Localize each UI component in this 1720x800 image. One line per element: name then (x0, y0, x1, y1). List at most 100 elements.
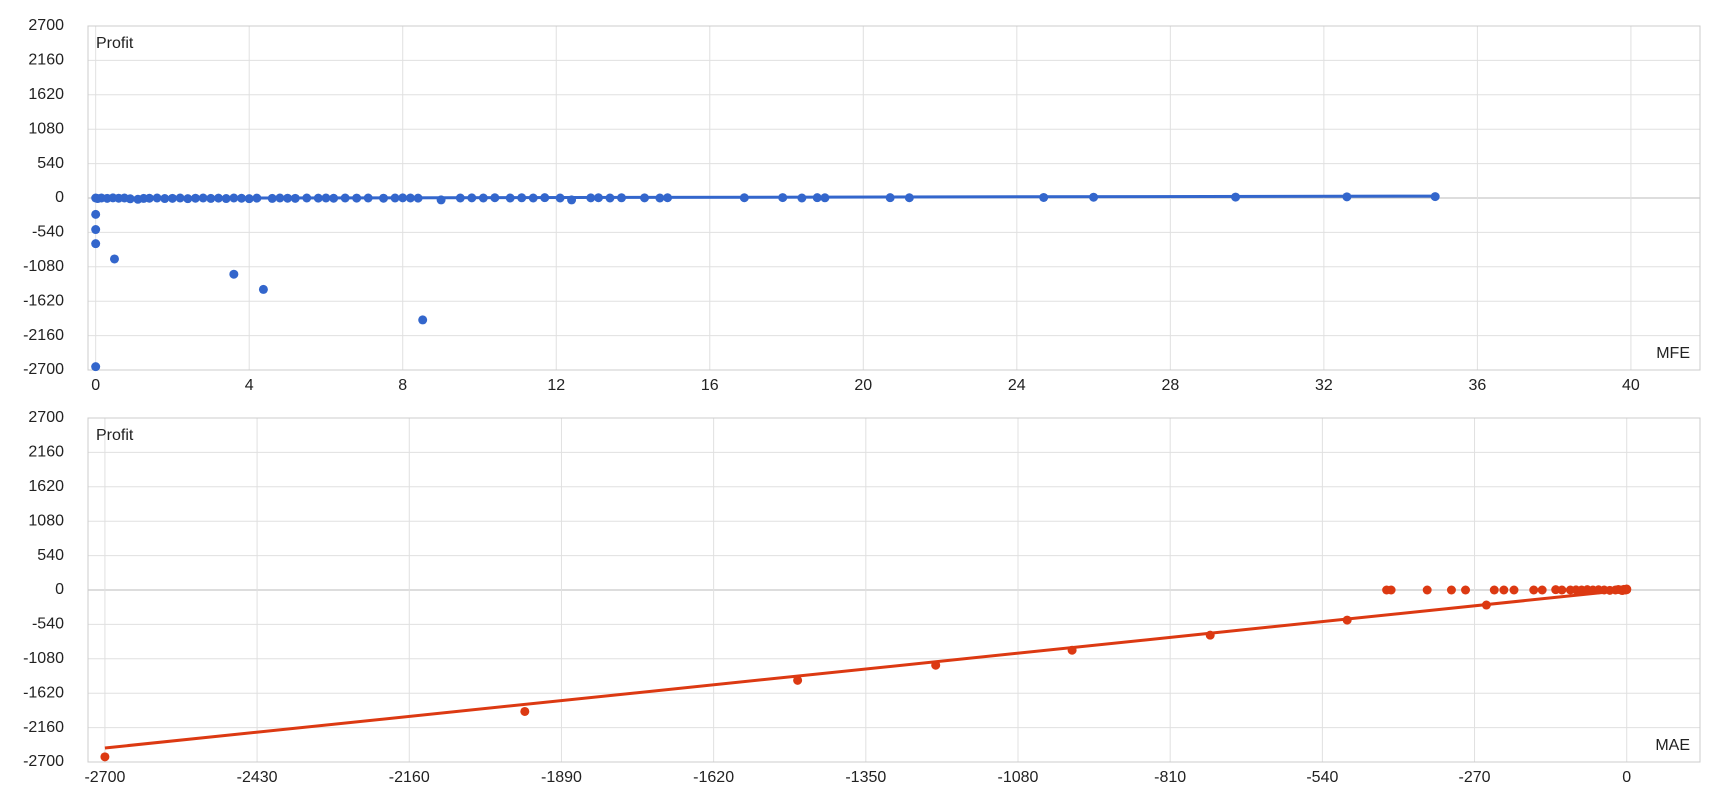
data-point (229, 269, 239, 279)
x-tick-label: -2700 (84, 769, 125, 786)
data-point (398, 193, 408, 203)
data-point (290, 193, 300, 203)
data-point (793, 675, 803, 685)
data-point (490, 193, 500, 203)
plot-frame (87, 25, 1701, 371)
data-point (321, 193, 331, 203)
data-point (1422, 585, 1432, 595)
data-point (160, 194, 170, 204)
data-point (175, 193, 185, 203)
y-tick-label: -1620 (23, 292, 64, 309)
y-tick-label: 1080 (28, 512, 64, 529)
trendline (104, 588, 1627, 750)
x-tick-label: 4 (245, 377, 254, 394)
data-point (267, 193, 277, 203)
data-point (413, 193, 423, 203)
data-point (91, 225, 101, 235)
data-point (198, 193, 208, 203)
data-point (302, 193, 312, 203)
x-tick-label: 16 (701, 377, 719, 394)
data-point (616, 193, 626, 203)
data-point (183, 194, 193, 204)
data-point (820, 193, 830, 203)
x-tick-label: -1620 (693, 769, 734, 786)
data-point (363, 193, 373, 203)
y-tick-label: -1620 (23, 684, 64, 701)
x-tick-label: 8 (398, 377, 407, 394)
data-point (1499, 585, 1509, 595)
y-tick-label: -2700 (23, 753, 64, 770)
data-point (540, 193, 550, 203)
x-tick-label: 12 (547, 377, 565, 394)
data-point (520, 706, 530, 716)
y-tick-label: -2160 (23, 719, 64, 736)
y-tick-label: -1080 (23, 258, 64, 275)
data-point (258, 284, 268, 294)
data-point (100, 752, 110, 762)
data-point (812, 193, 822, 203)
data-point (213, 193, 223, 203)
x-tick-label: -2430 (237, 769, 278, 786)
data-point (167, 193, 177, 203)
data-point (931, 660, 941, 670)
x-tick-label: -1890 (541, 769, 582, 786)
data-point (1067, 645, 1077, 655)
x-tick-label: 20 (854, 377, 872, 394)
x-tick-label: -810 (1154, 769, 1186, 786)
data-point (352, 193, 362, 203)
data-point (567, 195, 577, 205)
data-point (586, 193, 596, 203)
x-tick-label: 40 (1622, 377, 1640, 394)
data-point (109, 254, 119, 264)
data-point (405, 193, 415, 203)
data-point (1622, 585, 1632, 595)
data-point (1529, 585, 1539, 595)
y-tick-label: 2160 (28, 444, 64, 461)
x-tick-label: 0 (1622, 769, 1631, 786)
y-tick-label: -2700 (23, 361, 64, 378)
x-tick-label: 0 (91, 377, 100, 394)
data-point (283, 193, 293, 203)
data-point (640, 193, 650, 203)
data-point (1481, 600, 1491, 610)
x-tick-label: -2160 (389, 769, 430, 786)
data-point (1386, 585, 1396, 595)
y-tick-label: 1620 (28, 478, 64, 495)
y-tick-label: 2160 (28, 52, 64, 69)
y-tick-label: -2160 (23, 327, 64, 344)
data-point (505, 193, 515, 203)
data-point (91, 209, 101, 219)
plot-frame (87, 417, 1701, 763)
data-point (436, 195, 446, 205)
y-axis-label: Profit (96, 427, 134, 444)
data-point (221, 194, 231, 204)
y-tick-label: 2700 (28, 409, 64, 426)
data-point (778, 193, 788, 203)
data-point (517, 193, 527, 203)
x-tick-label: -540 (1306, 769, 1338, 786)
data-point (455, 193, 465, 203)
y-axis-label: Profit (96, 35, 134, 52)
data-point (340, 193, 350, 203)
data-point (206, 193, 216, 203)
data-point (390, 193, 400, 203)
y-tick-label: -1080 (23, 650, 64, 667)
x-tick-label: 28 (1161, 377, 1179, 394)
x-tick-label: 36 (1468, 377, 1486, 394)
data-point (418, 315, 428, 325)
data-point (739, 193, 749, 203)
data-point (152, 193, 162, 203)
x-axis-label: MFE (1656, 345, 1690, 362)
data-point (605, 193, 615, 203)
x-tick-label: -270 (1459, 769, 1491, 786)
data-point (1231, 192, 1241, 202)
data-point (275, 193, 285, 203)
data-point (91, 362, 101, 372)
data-point (528, 193, 538, 203)
data-point (1342, 615, 1352, 625)
y-tick-label: 0 (55, 581, 64, 598)
x-axis-label: MAE (1655, 737, 1690, 754)
data-point (1489, 585, 1499, 595)
data-point (125, 194, 135, 204)
